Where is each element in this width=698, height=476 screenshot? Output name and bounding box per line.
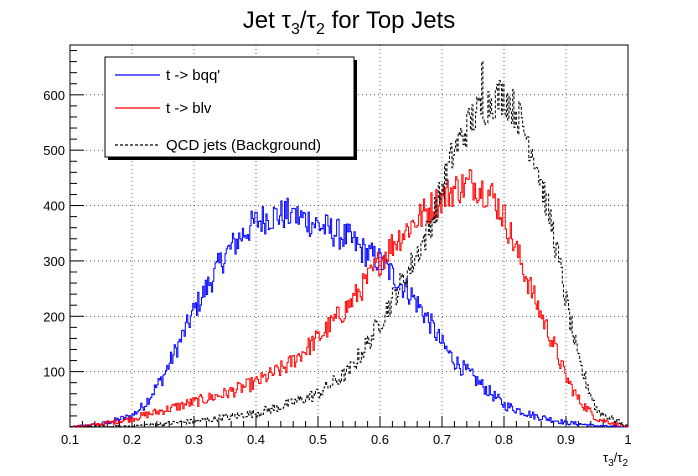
series-qcd-line: [69, 61, 628, 428]
title-rest: for Top Jets: [325, 7, 455, 34]
title-sub2: 2: [316, 21, 325, 38]
plot-frame: [69, 44, 629, 428]
series-blv-line: [70, 169, 629, 428]
title-tau2: τ: [307, 7, 317, 34]
y-tick-label: 300: [43, 254, 65, 269]
chart-title: Jet τ3/τ2 for Top Jets: [243, 7, 455, 38]
x-tick-label: 0.4: [247, 432, 265, 447]
x-tick-label: 0.8: [495, 432, 513, 447]
series-bqq-line: [69, 197, 628, 428]
y-tick-label: 100: [43, 365, 65, 380]
title-base: Jet: [243, 7, 282, 34]
legend: t -> bqq' t -> blv QCD jets (Background): [104, 56, 357, 160]
legend-label-bqq: t -> bqq': [166, 67, 220, 84]
xlabel-sub3: 3: [608, 458, 614, 469]
title-tau3: τ: [281, 7, 291, 34]
legend-box: [104, 56, 355, 158]
legend-label-qcd: QCD jets (Background): [166, 137, 321, 154]
xlabel-sub2: 2: [622, 458, 628, 469]
x-tick-label: 0.5: [309, 432, 327, 447]
title-slash: /: [300, 7, 307, 34]
x-tick-label: 0.9: [557, 432, 575, 447]
y-tick-label: 500: [43, 143, 65, 158]
series-layer: [69, 61, 629, 428]
x-tick-label: 0.1: [61, 432, 79, 447]
title-sub3: 3: [291, 21, 300, 38]
legend-label-blv: t -> blv: [166, 100, 212, 117]
x-tick-label: 0.6: [371, 432, 389, 447]
y-tick-label: 400: [43, 199, 65, 214]
xlabel-slash: /: [614, 450, 618, 465]
x-tick-label: 0.7: [433, 432, 451, 447]
x-tick-label: 0.2: [123, 432, 141, 447]
xlabel-tau3: τ: [603, 450, 609, 465]
y-tick-label: 600: [43, 88, 65, 103]
xlabel-tau2: τ: [617, 450, 623, 465]
y-tick-label: 200: [43, 309, 65, 324]
x-axis-label: τ3/τ2: [603, 450, 628, 469]
x-tick-label: 1: [624, 432, 631, 447]
x-tick-label: 0.3: [185, 432, 203, 447]
